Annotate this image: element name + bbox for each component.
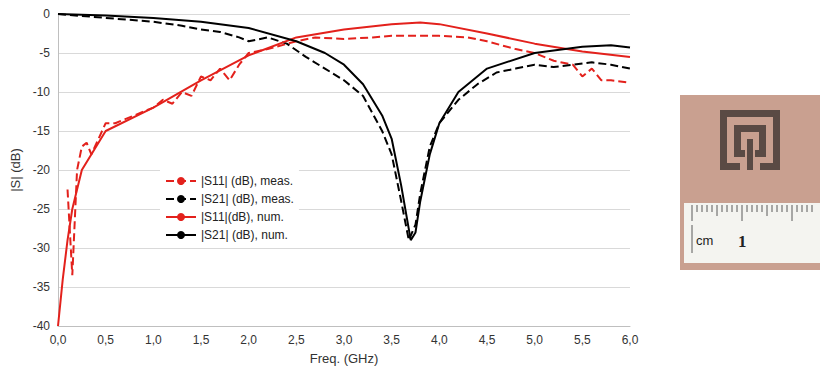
- svg-text:3,5: 3,5: [383, 333, 400, 347]
- svg-text:|S11| (dB), meas.: |S11| (dB), meas.: [201, 174, 293, 188]
- svg-text:|S11|(dB), num.: |S11|(dB), num.: [201, 210, 284, 224]
- svg-text:3,0: 3,0: [336, 333, 353, 347]
- svg-text:5,5: 5,5: [574, 333, 591, 347]
- svg-text:0,0: 0,0: [50, 333, 67, 347]
- svg-text:Freq. (GHz): Freq. (GHz): [310, 351, 379, 366]
- svg-text:|S21| (dB), meas.: |S21| (dB), meas.: [201, 192, 294, 206]
- svg-text:cm: cm: [696, 233, 713, 248]
- svg-text:1,0: 1,0: [145, 333, 162, 347]
- svg-text:1: 1: [738, 232, 747, 251]
- svg-text:2,5: 2,5: [288, 333, 305, 347]
- svg-text:-5: -5: [39, 46, 50, 60]
- svg-text:-15: -15: [33, 124, 51, 138]
- svg-text:0,5: 0,5: [97, 333, 114, 347]
- svg-text:-10: -10: [33, 85, 51, 99]
- svg-text:4,0: 4,0: [431, 333, 448, 347]
- svg-text:-20: -20: [33, 163, 51, 177]
- svg-text:-30: -30: [33, 241, 51, 255]
- svg-text:-25: -25: [33, 202, 51, 216]
- svg-text:-40: -40: [33, 319, 51, 333]
- svg-text:2,0: 2,0: [240, 333, 257, 347]
- svg-text:1,5: 1,5: [193, 333, 210, 347]
- svg-text:|S| (dB): |S| (dB): [8, 148, 23, 192]
- svg-text:|S21| (dB), num.: |S21| (dB), num.: [201, 228, 288, 242]
- svg-text:0: 0: [43, 7, 50, 21]
- svg-text:5,0: 5,0: [526, 333, 543, 347]
- svg-text:6,0: 6,0: [622, 333, 639, 347]
- svg-text:4,5: 4,5: [479, 333, 496, 347]
- svg-text:-35: -35: [33, 280, 51, 294]
